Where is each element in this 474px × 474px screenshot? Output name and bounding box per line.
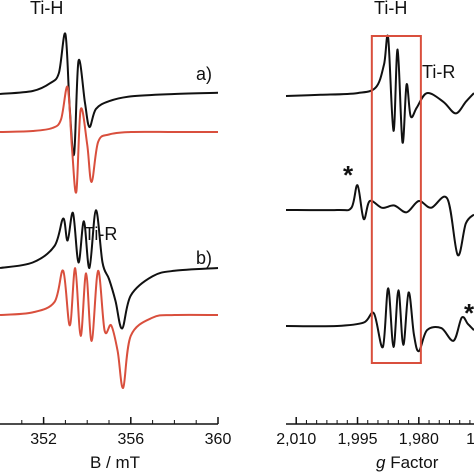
right-x-axis-title: g Factor xyxy=(376,453,439,472)
left-series-3 xyxy=(0,209,219,330)
right-traces xyxy=(285,34,474,353)
annotation-b: b) xyxy=(196,248,212,268)
right-series-top xyxy=(285,34,474,144)
right-x-ticks: 2,010 1,995 1,980 1,9 xyxy=(276,417,474,448)
right-panel: Ti-H Ti-R * * 2,010 1,995 1,980 1,9 g Facto… xyxy=(276,0,474,472)
right-panel-title: Ti-H xyxy=(374,0,407,18)
right-x-axis-title-rest: Factor xyxy=(385,453,438,472)
right-ti-r-label: Ti-R xyxy=(422,62,455,82)
left-tick-label: 352 xyxy=(30,431,57,448)
left-x-axis-title: B / mT xyxy=(90,453,140,472)
right-tick-label: 1,980 xyxy=(399,431,439,448)
left-series-2 xyxy=(0,85,218,194)
left-ti-r-label: Ti-R xyxy=(84,224,117,244)
right-tick-label: 1,9 xyxy=(466,431,474,448)
right-tick-label: 2,010 xyxy=(276,431,316,448)
right-series-bottom xyxy=(285,287,474,353)
right-tick-label: 1,995 xyxy=(337,431,377,448)
annotation-a: a) xyxy=(196,64,212,84)
left-traces xyxy=(0,32,219,389)
right-x-axis-title-g: g xyxy=(376,453,386,472)
left-series-4 xyxy=(0,267,219,389)
asterisk-marker-edge: * xyxy=(464,298,474,328)
left-series-1 xyxy=(0,32,219,157)
asterisk-marker: * xyxy=(343,160,354,190)
left-tick-label: 356 xyxy=(117,431,144,448)
left-panel: Ti-H a) b) Ti-R 352 356 360 B / mT xyxy=(0,0,231,472)
highlight-box xyxy=(370,35,422,364)
left-x-ticks: 352 356 360 xyxy=(21,417,232,448)
right-series-middle xyxy=(285,184,474,257)
left-panel-title: Ti-H xyxy=(30,0,63,18)
left-tick-label: 360 xyxy=(205,431,232,448)
